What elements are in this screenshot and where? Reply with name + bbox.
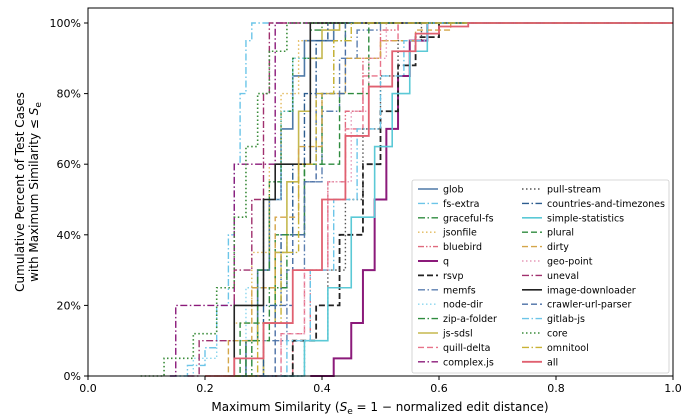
legend-label: geo-point bbox=[547, 257, 593, 268]
legend-label: fs-extra bbox=[443, 199, 479, 210]
legend-label: countries-and-timezones bbox=[547, 199, 665, 210]
legend-label: gitlab-js bbox=[547, 314, 585, 325]
legend-label: jsonfile bbox=[442, 228, 477, 239]
legend-label: complex.js bbox=[443, 357, 494, 368]
legend-item-geo-point: geo-point bbox=[522, 257, 593, 268]
legend-label: js-sdsl bbox=[442, 329, 473, 340]
y-axis-label-line2: with Maximum Similarity ≤ Se bbox=[27, 102, 44, 282]
legend-label: q bbox=[443, 257, 449, 268]
legend-label: omnitool bbox=[547, 343, 589, 354]
x-axis: 0.0 0.2 0.4 0.6 0.8 1.0 bbox=[79, 376, 682, 395]
legend-label: graceful-fs bbox=[443, 213, 494, 224]
x-tick-label: 0.0 bbox=[79, 382, 97, 395]
series-layer bbox=[140, 22, 673, 377]
series-line-fs-extra bbox=[169, 22, 673, 377]
x-axis-label: Maximum Similarity (Se = 1 − normalized … bbox=[211, 400, 548, 416]
x-tick-label: 0.4 bbox=[313, 382, 331, 395]
legend-item-complex-js: complex.js bbox=[418, 357, 494, 368]
series-line-omnitool bbox=[234, 22, 673, 377]
legend-item-js-sdsl: js-sdsl bbox=[418, 329, 473, 340]
legend-item-memfs: memfs bbox=[418, 285, 476, 296]
x-tick-label: 0.8 bbox=[547, 382, 565, 395]
series-line-core bbox=[140, 22, 673, 377]
series-line-uneval bbox=[187, 22, 673, 377]
legend-label: bluebird bbox=[443, 242, 482, 253]
legend-label: all bbox=[547, 357, 558, 368]
legend-label: uneval bbox=[547, 271, 579, 282]
y-axis-label-line1: Cumulative Percent of Test Cases bbox=[13, 92, 27, 292]
y-tick-label: 100% bbox=[50, 17, 81, 30]
legend-label: quill-delta bbox=[443, 343, 490, 354]
legend-item-simple-statistics: simple-statistics bbox=[522, 213, 624, 224]
x-tick-label: 1.0 bbox=[664, 382, 682, 395]
legend-item-dirty: dirty bbox=[522, 242, 569, 253]
legend-item-all: all bbox=[522, 357, 558, 368]
legend-label: glob bbox=[443, 185, 464, 196]
legend-item-fs-extra: fs-extra bbox=[418, 199, 479, 210]
legend-item-plural: plural bbox=[522, 228, 574, 239]
y-tick-label: 0% bbox=[64, 370, 81, 383]
series-line-geo-point bbox=[257, 22, 673, 377]
legend-item-image-downloader: image-downloader bbox=[522, 285, 636, 296]
legend-item-quill-delta: quill-delta bbox=[418, 343, 490, 354]
legend-label: dirty bbox=[547, 242, 569, 253]
legend-item-node-dir: node-dir bbox=[418, 300, 483, 311]
y-tick-label: 40% bbox=[57, 229, 81, 242]
legend-item-q: q bbox=[418, 257, 449, 268]
legend-item-bluebird: bluebird bbox=[418, 242, 482, 253]
legend-label: crawler-url-parser bbox=[547, 300, 631, 311]
legend-item-crawler-url-parser: crawler-url-parser bbox=[522, 300, 631, 311]
legend-item-zip-a-folder: zip-a-folder bbox=[418, 314, 497, 325]
legend-item-uneval: uneval bbox=[522, 271, 579, 282]
series-line-simple-statistics bbox=[281, 22, 673, 377]
y-axis-label: Cumulative Percent of Test Cases with Ma… bbox=[13, 92, 44, 292]
legend-item-omnitool: omnitool bbox=[522, 343, 589, 354]
legend-item-glob: glob bbox=[418, 185, 464, 196]
legend-label: memfs bbox=[443, 285, 476, 296]
legend-item-rsvp: rsvp bbox=[418, 271, 464, 282]
legend-label: plural bbox=[547, 228, 574, 239]
y-tick-label: 20% bbox=[57, 299, 81, 312]
series-line-crawler-url-parser bbox=[251, 22, 673, 377]
legend: glob fs-extra graceful-fs jsonfile bluebird q… bbox=[411, 179, 670, 374]
x-tick-label: 0.2 bbox=[196, 382, 214, 395]
legend-item-core: core bbox=[522, 329, 568, 340]
series-line-countries-and-timezones bbox=[245, 22, 673, 377]
series-line-image-downloader bbox=[233, 22, 673, 376]
legend-label: simple-statistics bbox=[547, 213, 624, 224]
legend-label: pull-stream bbox=[547, 185, 601, 196]
legend-item-jsonfile: jsonfile bbox=[418, 228, 477, 239]
legend-label: image-downloader bbox=[547, 285, 636, 296]
y-axis: 0% 20% 40% 60% 80% 100% bbox=[50, 17, 88, 383]
series-line-jsonfile bbox=[216, 22, 673, 377]
legend-label: node-dir bbox=[443, 300, 483, 311]
legend-box bbox=[411, 179, 670, 374]
y-tick-label: 60% bbox=[57, 158, 81, 171]
series-line-all bbox=[205, 22, 673, 377]
legend-label: core bbox=[547, 329, 568, 340]
legend-label: rsvp bbox=[443, 271, 464, 282]
legend-item-gitlab-js: gitlab-js bbox=[522, 314, 585, 325]
x-tick-label: 0.6 bbox=[430, 382, 448, 395]
legend-item-countries-and-timezones: countries-and-timezones bbox=[522, 199, 665, 210]
series-line-complex-js bbox=[169, 22, 673, 377]
legend-item-pull-stream: pull-stream bbox=[522, 185, 601, 196]
y-tick-label: 80% bbox=[57, 88, 81, 101]
legend-label: zip-a-folder bbox=[443, 314, 497, 325]
plot-frame bbox=[87, 7, 674, 377]
legend-item-graceful-fs: graceful-fs bbox=[418, 213, 494, 224]
series-line-dirty bbox=[205, 22, 673, 377]
